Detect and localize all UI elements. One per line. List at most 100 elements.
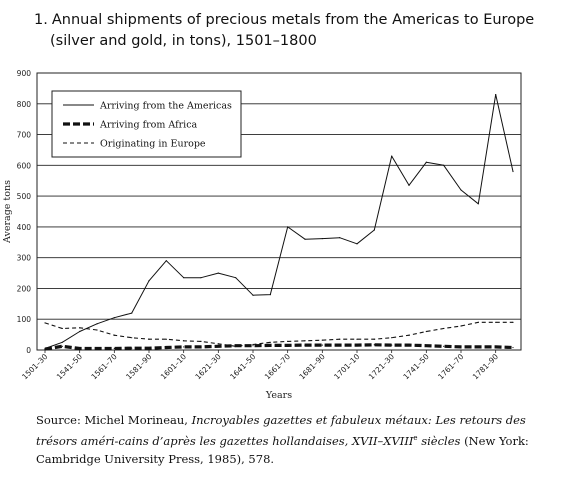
data-point [148,347,150,349]
data-point [269,344,271,346]
data-point [96,347,98,350]
data-point [373,338,375,340]
x-tick-label: 1661–70 [263,352,292,381]
data-point [165,346,167,349]
data-point [269,294,271,296]
line-chart: 0 100 200 300 400 500 600 700 800 900 Average tons… [2,69,522,400]
series-line-1 [44,343,514,351]
data-point [217,345,219,347]
data-point [79,327,81,329]
y-tick-label: 600 [17,161,32,170]
data-point [408,184,410,186]
data-point [287,226,289,228]
x-tick-label: 1701–10 [332,352,361,381]
y-tick-label: 300 [17,254,32,263]
data-point [131,337,133,339]
x-tick-label: 1581–90 [124,352,153,381]
figure-number: 1. [34,12,48,28]
data-point [148,280,150,282]
data-point [44,348,46,350]
data-point [391,344,393,346]
data-point [408,344,410,346]
y-tick-label: 700 [17,131,32,140]
x-tick-label: 1501–30 [20,352,49,381]
series-line-0 [44,94,514,349]
data-point [321,237,323,240]
data-point [356,243,358,245]
title-line-2: (silver and gold, in tons), 1501–1800 [50,33,317,49]
data-point [113,347,115,350]
data-point [304,238,306,240]
series-line-2 [44,321,513,347]
chart-title: 1. Annual shipments of precious metals fr… [34,10,554,52]
data-point [200,277,202,279]
data-point [425,330,427,333]
data-point [96,329,98,331]
data-point [79,347,81,350]
data-point [287,344,289,346]
data-point [339,344,341,346]
data-point [252,294,254,296]
data-point [512,321,514,323]
data-point [235,345,237,347]
data-point [477,346,479,348]
legend-label: Arriving from the Americas [99,101,232,112]
data-point [252,343,254,346]
data-point [44,322,46,324]
data-point [460,325,462,327]
x-tick-label: 1781–90 [471,352,500,381]
data-point [183,340,185,342]
source-title: Incroyables gazettes et fabuleux métaux:… [36,413,526,448]
data-point [356,344,358,346]
data-point [391,155,393,157]
data-point [477,321,479,323]
data-point [61,345,63,347]
legend-label: Arriving from Africa [99,120,198,131]
y-tick-label: 0 [26,346,31,355]
data-point [165,260,167,262]
x-tick-label: 1721–30 [367,352,396,381]
x-tick-label: 1761–70 [436,352,465,381]
data-point [460,346,462,348]
data-point [495,321,497,323]
x-tick-label: 1681–90 [297,352,326,381]
data-point [339,338,341,340]
data-point [269,341,271,343]
data-point [408,334,410,336]
legend-label: Originating in Europe [100,139,206,150]
x-tick-label: 1641–50 [228,352,257,381]
data-point [495,346,497,348]
data-point [321,344,323,346]
y-tick-label: 100 [17,315,32,324]
source-title-end: siècles [417,433,461,448]
data-point [217,272,219,274]
y-tick-label: 900 [17,69,32,78]
data-point [61,327,63,330]
x-tick-label: 1601–10 [159,352,188,381]
data-point [425,345,427,347]
data-point [443,164,445,166]
plot-frame [36,72,522,351]
x-tick-label: 1561–70 [89,352,118,381]
data-point [131,347,133,349]
data-point [96,323,98,325]
data-point [304,340,306,342]
x-axis-label: Years [265,390,292,400]
data-point [391,337,393,339]
data-point [79,330,81,333]
data-point [443,345,445,347]
data-point [165,338,167,340]
y-tick-label: 400 [17,223,32,232]
data-point [148,338,150,340]
data-point [217,343,219,345]
data-point [356,338,358,340]
data-point [373,229,375,231]
source-suffix: (New York: Cambridge University Press, 1… [36,433,529,466]
source-superscript: e [413,434,418,442]
data-point [235,277,237,279]
data-point [512,170,514,173]
data-point [131,312,133,314]
data-point [200,346,202,348]
data-point [373,344,375,346]
data-point [304,344,306,346]
